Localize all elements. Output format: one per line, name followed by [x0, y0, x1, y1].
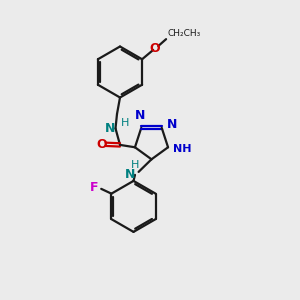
- Text: N: N: [105, 122, 116, 135]
- Text: H: H: [121, 118, 129, 128]
- Text: F: F: [90, 181, 98, 194]
- Text: NH: NH: [173, 144, 192, 154]
- Text: N: N: [135, 110, 145, 122]
- Text: O: O: [97, 138, 107, 151]
- Text: N: N: [124, 168, 135, 182]
- Text: O: O: [149, 42, 160, 55]
- Text: CH₂CH₃: CH₂CH₃: [168, 28, 201, 38]
- Text: H: H: [131, 160, 139, 170]
- Text: N: N: [167, 118, 178, 131]
